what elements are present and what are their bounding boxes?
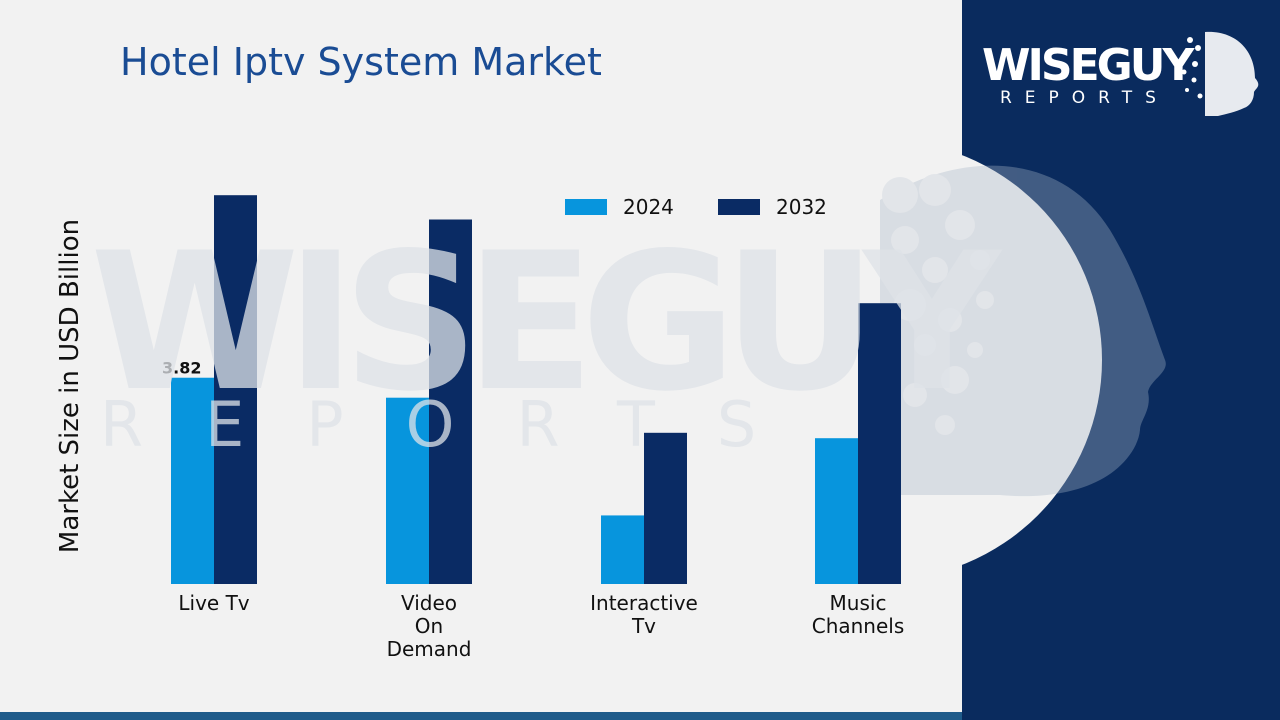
legend-swatch-2032 xyxy=(718,199,760,215)
x-tick-label: Music xyxy=(830,591,887,615)
bar-2032-interactive-tv xyxy=(644,432,687,584)
bar-2024-live-tv xyxy=(171,377,214,584)
brand-logo-text: WISEGUY xyxy=(982,40,1194,91)
bottom-accent-bar xyxy=(0,712,962,720)
page-title: Hotel Iptv System Market xyxy=(120,40,602,84)
bar-2032-music-channels xyxy=(858,303,901,584)
bar-2032-live-tv xyxy=(214,195,257,584)
watermark-wordmark: WISEGUY xyxy=(90,212,1001,433)
bar-2024-video-on-demand xyxy=(386,397,429,584)
legend-label-2024: 2024 xyxy=(623,195,674,219)
y-axis-label: Market Size in USD Billion xyxy=(55,218,85,554)
x-tick-label: Interactive xyxy=(590,591,698,615)
legend-swatch-2024 xyxy=(565,199,607,215)
brand-head-icon xyxy=(1181,31,1259,117)
x-tick-label: On xyxy=(415,614,443,638)
bar-2024-interactive-tv xyxy=(601,515,644,584)
bar-2032-video-on-demand xyxy=(429,219,472,584)
legend-label-2032: 2032 xyxy=(776,195,827,219)
watermark-subtitle: REPORTS xyxy=(100,388,819,461)
x-tick-label: Channels xyxy=(812,614,905,638)
head-watermark xyxy=(880,165,1166,497)
x-tick-label: Demand xyxy=(387,637,472,661)
x-tick-label: Video xyxy=(401,591,457,615)
x-tick-label: Tv xyxy=(631,614,656,638)
data-label: 3.82 xyxy=(162,359,201,378)
x-tick-label: Live Tv xyxy=(178,591,249,615)
brand-logo-subtext: REPORTS xyxy=(1000,88,1169,108)
bar-2024-music-channels xyxy=(815,438,858,584)
